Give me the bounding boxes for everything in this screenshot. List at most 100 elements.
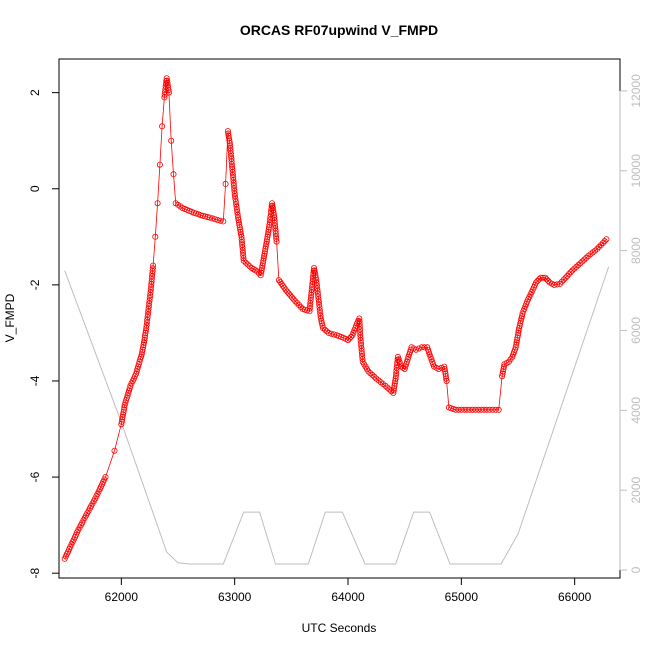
data-point	[202, 213, 209, 220]
chart-title: ORCAS RF07upwind V_FMPD	[240, 22, 438, 38]
data-point	[369, 371, 376, 378]
data-point	[435, 365, 442, 372]
data-point	[240, 257, 247, 264]
data-point	[284, 288, 291, 295]
x-tick-label: 66000	[558, 590, 592, 604]
data-point	[458, 406, 465, 413]
data-point	[539, 274, 546, 281]
data-point	[152, 233, 159, 240]
data-point	[575, 261, 582, 268]
secondary-series-line	[64, 266, 610, 565]
data-point	[211, 216, 218, 223]
data-point	[455, 406, 462, 413]
data-point	[542, 274, 549, 281]
data-point	[480, 406, 487, 413]
y-tick-label: -6	[28, 471, 42, 482]
data-point	[290, 296, 297, 303]
data-point	[242, 259, 249, 266]
y-axis-label: V_FMPD	[3, 293, 17, 342]
y-tick-label: -8	[28, 568, 42, 579]
data-point	[320, 325, 327, 332]
data-point	[475, 406, 482, 413]
y-tick-label: -2	[28, 279, 42, 290]
data-point	[537, 274, 544, 281]
data-point	[573, 263, 580, 270]
x-tick-label: 64000	[331, 590, 365, 604]
x-axis: 62000 63000 64000 65000 66000	[105, 577, 592, 604]
data-point	[558, 278, 565, 285]
data-point	[562, 274, 569, 281]
data-point	[599, 240, 606, 247]
data-point	[463, 406, 470, 413]
y2-tick-label: 6000	[629, 317, 643, 344]
data-point	[534, 277, 541, 284]
data-point	[583, 254, 590, 261]
data-point	[533, 279, 540, 286]
data-point	[165, 87, 172, 94]
data-point	[367, 370, 374, 377]
y-axis-left: -8 -6 -4 -2 0 2	[28, 89, 60, 579]
data-point	[564, 272, 571, 279]
data-point	[288, 294, 295, 301]
x-tick-label: 65000	[445, 590, 479, 604]
data-point	[598, 241, 605, 248]
data-point	[596, 243, 603, 250]
data-point	[545, 277, 552, 284]
data-point	[551, 281, 558, 288]
data-point	[150, 262, 157, 269]
data-point	[206, 214, 213, 221]
data-point	[554, 281, 561, 288]
data-point	[156, 161, 163, 168]
data-point	[384, 384, 391, 391]
data-point	[295, 301, 302, 308]
data-point	[273, 238, 280, 245]
data-point	[279, 282, 286, 289]
data-point	[382, 382, 389, 389]
data-point	[415, 345, 422, 352]
data-point	[579, 258, 586, 265]
data-point	[292, 298, 299, 305]
y-tick-label: 2	[28, 89, 42, 96]
data-point	[246, 263, 253, 270]
data-point	[569, 267, 576, 274]
data-point	[443, 375, 450, 382]
data-point	[603, 236, 610, 243]
data-point	[571, 265, 578, 272]
data-point	[495, 406, 502, 413]
data-point	[154, 200, 161, 207]
data-point	[492, 406, 499, 413]
data-point	[282, 286, 289, 293]
data-point	[346, 335, 353, 342]
data-point	[325, 329, 332, 336]
secondary-series-layer	[64, 266, 610, 565]
data-point	[159, 123, 166, 130]
primary-series-layer	[61, 75, 610, 562]
data-point	[285, 290, 292, 297]
data-point	[489, 406, 496, 413]
x-tick-label: 63000	[218, 590, 252, 604]
data-point	[438, 364, 445, 371]
data-point	[443, 377, 450, 384]
data-point	[556, 280, 563, 287]
data-point	[536, 276, 543, 283]
data-point	[323, 328, 330, 335]
data-point	[217, 217, 224, 224]
data-point	[149, 265, 156, 272]
data-point	[581, 256, 588, 263]
data-point	[560, 276, 567, 283]
data-point	[371, 373, 378, 380]
y2-tick-label: 12000	[629, 74, 643, 108]
data-point	[601, 238, 608, 245]
data-point	[111, 447, 118, 454]
data-point	[466, 406, 473, 413]
data-point	[297, 303, 304, 310]
data-point	[594, 245, 601, 252]
data-point	[566, 270, 573, 277]
data-point	[287, 292, 294, 299]
y-tick-label: 0	[28, 185, 42, 192]
y-axis-right: 0 2000 4000 6000 8000 10000 12000	[619, 74, 643, 573]
data-point	[220, 218, 227, 225]
data-point	[102, 474, 109, 481]
